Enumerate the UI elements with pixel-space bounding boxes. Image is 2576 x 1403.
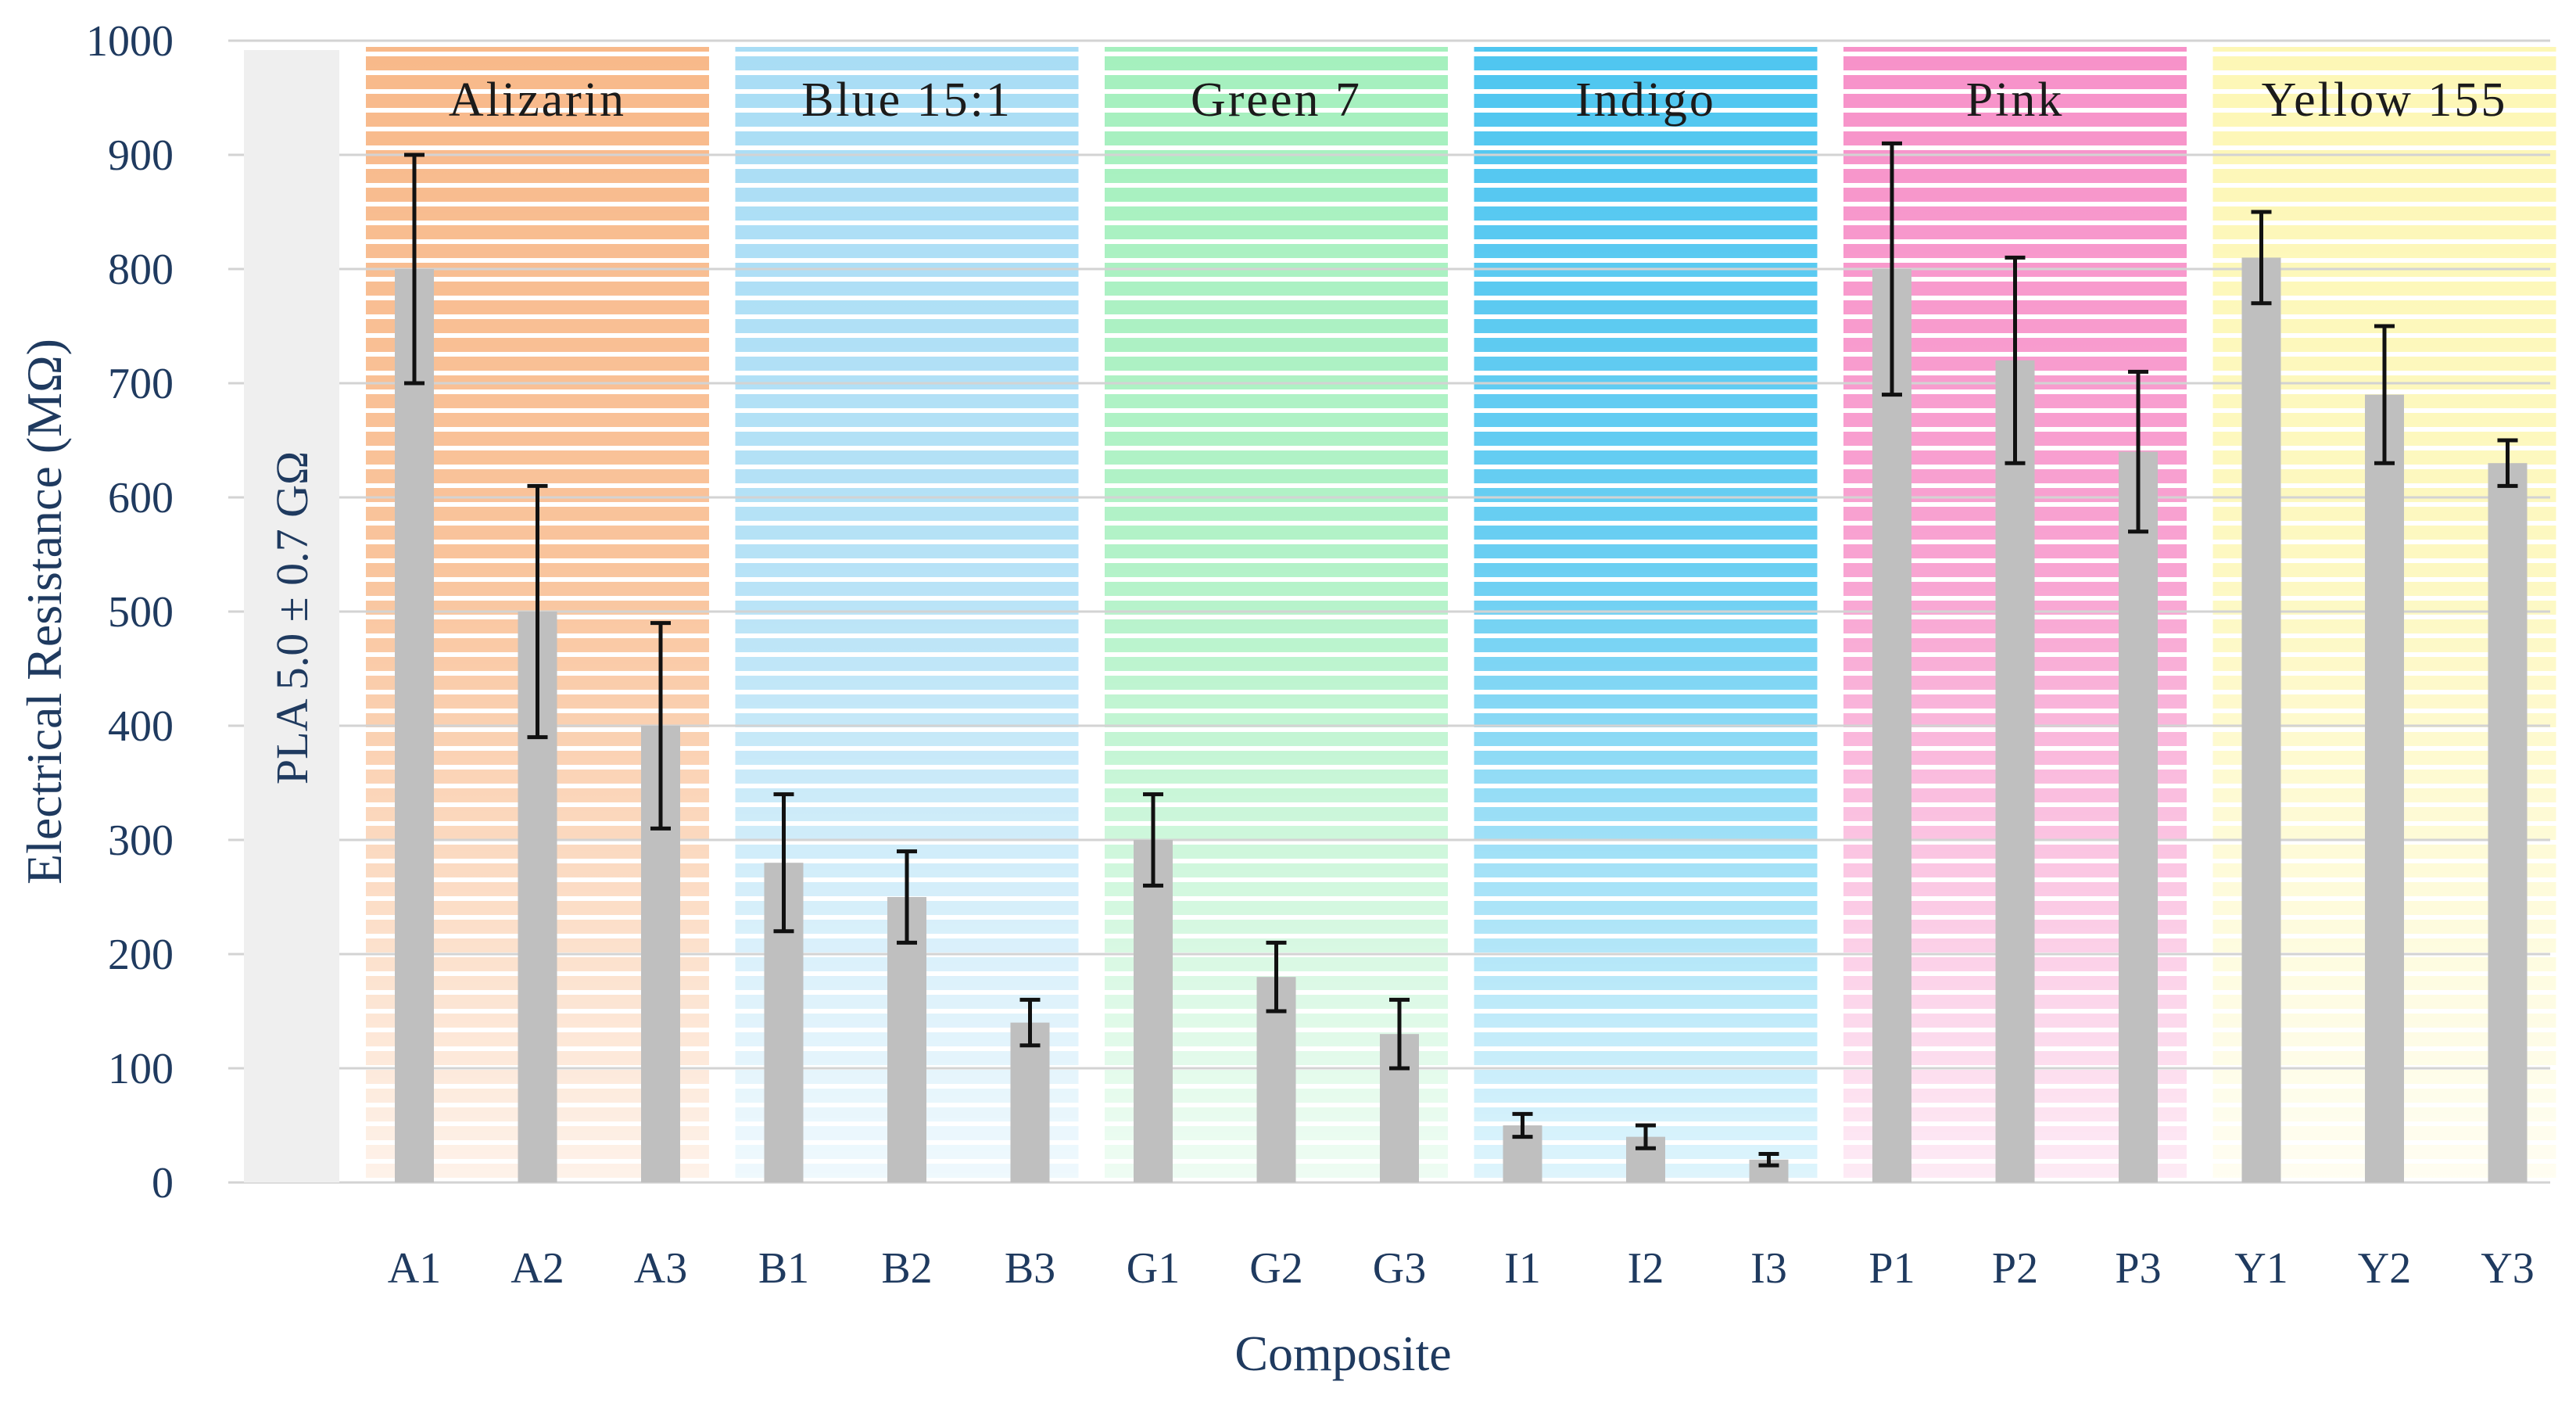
x-tick-label-I2: I2	[1628, 1244, 1664, 1293]
group-label-yellow-155: Yellow 155	[2262, 74, 2508, 127]
x-tick-label-A3: A3	[634, 1244, 687, 1293]
x-tick-label-Y2: Y2	[2358, 1244, 2411, 1293]
error-bar-I1	[1512, 1111, 1533, 1139]
x-tick-label-I3: I3	[1750, 1244, 1787, 1293]
error-bar-G1	[1143, 792, 1163, 888]
error-bar-B3	[1019, 997, 1041, 1048]
group-label-blue-15-1: Blue 15:1	[801, 74, 1012, 127]
y-tick-label: 400	[108, 702, 174, 751]
x-tick-label-Y3: Y3	[2481, 1244, 2534, 1293]
x-tick-label-G1: G1	[1127, 1244, 1180, 1293]
error-bar-G3	[1389, 997, 1410, 1071]
bars	[395, 257, 2528, 1183]
x-axis-title: Composite	[1234, 1326, 1451, 1381]
bar-P1	[1872, 269, 1911, 1182]
pla-panel	[244, 50, 339, 1182]
x-tick-label-G3: G3	[1373, 1244, 1426, 1293]
group-label-green-7: Green 7	[1191, 74, 1362, 127]
x-tick-label-B1: B1	[758, 1244, 809, 1293]
group-bands	[366, 47, 2556, 1182]
group-label-pink: Pink	[1966, 74, 2065, 127]
x-tick-label-I1: I1	[1504, 1244, 1541, 1293]
group-label-alizarin: Alizarin	[449, 74, 626, 127]
y-tick-label: 100	[108, 1045, 174, 1093]
error-bar-B2	[897, 849, 917, 945]
x-tick-label-B2: B2	[881, 1244, 932, 1293]
x-tick-label-P3: P3	[2115, 1244, 2161, 1293]
x-tick-label-Y1: Y1	[2234, 1244, 2288, 1293]
error-bar-A1	[404, 152, 425, 386]
bar-B3	[1010, 1022, 1050, 1182]
y-tick-label: 900	[108, 131, 174, 180]
error-bar-Y1	[2251, 210, 2272, 306]
bar-Y1	[2241, 257, 2281, 1182]
error-bars	[404, 141, 2518, 1168]
error-bar-I2	[1636, 1123, 1656, 1150]
error-bar-G2	[1266, 940, 1287, 1014]
bar-P2	[1995, 360, 2035, 1182]
bar-P3	[2119, 451, 2158, 1182]
error-bar-Y2	[2374, 324, 2395, 465]
y-tick-label: 200	[108, 931, 174, 979]
y-axis-title: Electrical Resistance (MΩ)	[16, 339, 72, 884]
x-tick-label-B3: B3	[1005, 1244, 1055, 1293]
error-bar-I3	[1758, 1152, 1779, 1168]
y-tick-label: 0	[152, 1159, 174, 1207]
y-tick-label: 700	[108, 360, 174, 408]
bar-A1	[395, 269, 434, 1182]
x-tick-label-G2: G2	[1249, 1244, 1302, 1293]
y-tick-label: 1000	[86, 17, 174, 66]
error-bar-A3	[650, 621, 671, 831]
error-bar-A2	[527, 483, 548, 740]
y-tick-label: 300	[108, 816, 174, 865]
y-tick-label: 500	[108, 588, 174, 637]
y-axis-ticks: 0 100 200 300 400 500 600 700 800 900 1000	[86, 17, 174, 1207]
group-label-indigo: Indigo	[1575, 74, 1716, 127]
bar-G1	[1134, 840, 1173, 1182]
error-bar-P2	[2005, 255, 2026, 465]
x-tick-label-P2: P2	[1992, 1244, 2038, 1293]
bar-Y3	[2488, 463, 2528, 1182]
pla-baseline-label: PLA 5.0 ± 0.7 GΩ	[267, 451, 317, 784]
x-axis-ticks: A1 A2 A3 B1 B2 B3 G1 G2 G3 I1 I2 I3 P1 P2 P3 Y1 Y2 Y3	[388, 1244, 2535, 1293]
error-bar-P1	[1882, 141, 1902, 397]
error-bar-Y3	[2497, 438, 2518, 488]
y-tick-label: 800	[108, 246, 174, 294]
x-tick-label-A1: A1	[388, 1244, 441, 1293]
error-bar-B1	[773, 792, 794, 934]
group-band-indigo	[1474, 47, 1818, 1182]
x-tick-label-A2: A2	[511, 1244, 564, 1293]
bar-Y2	[2365, 394, 2404, 1183]
x-tick-label-P1: P1	[1868, 1244, 1915, 1293]
error-bar-P3	[2128, 369, 2148, 534]
y-tick-label: 600	[108, 474, 174, 522]
group-labels: Alizarin Blue 15:1 Green 7 Indigo Pink Yellow…	[449, 74, 2508, 127]
pla-baseline-panel: PLA 5.0 ± 0.7 GΩ	[244, 50, 339, 1182]
